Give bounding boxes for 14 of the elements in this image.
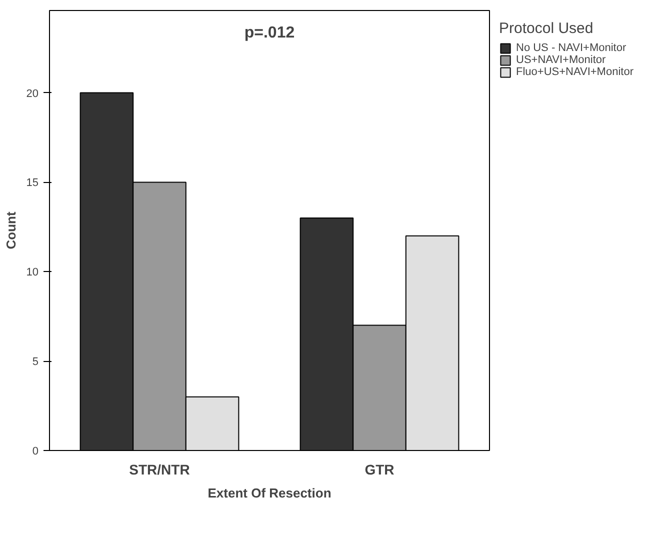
annotation: p=.012	[244, 24, 295, 42]
x-tick-label: STR/NTR	[129, 462, 190, 478]
y-tick-label: 0	[32, 446, 39, 458]
legend-label: Fluo+US+NAVI+Monitor	[516, 66, 634, 78]
y-tick-label: 20	[26, 88, 39, 100]
y-tick-label: 5	[32, 356, 39, 368]
legend-title: Protocol Used	[499, 20, 594, 37]
x-axis-title: Extent Of Resection	[208, 486, 332, 500]
x-tick-label: GTR	[364, 462, 394, 478]
y-tick-label: 10	[26, 266, 39, 279]
legend-label: No US - NAVI+Monitor	[516, 42, 626, 54]
y-axis-title: Count	[3, 211, 18, 250]
y-tick-label: 15	[26, 177, 39, 190]
legend-label: US+NAVI+Monitor	[516, 54, 606, 66]
